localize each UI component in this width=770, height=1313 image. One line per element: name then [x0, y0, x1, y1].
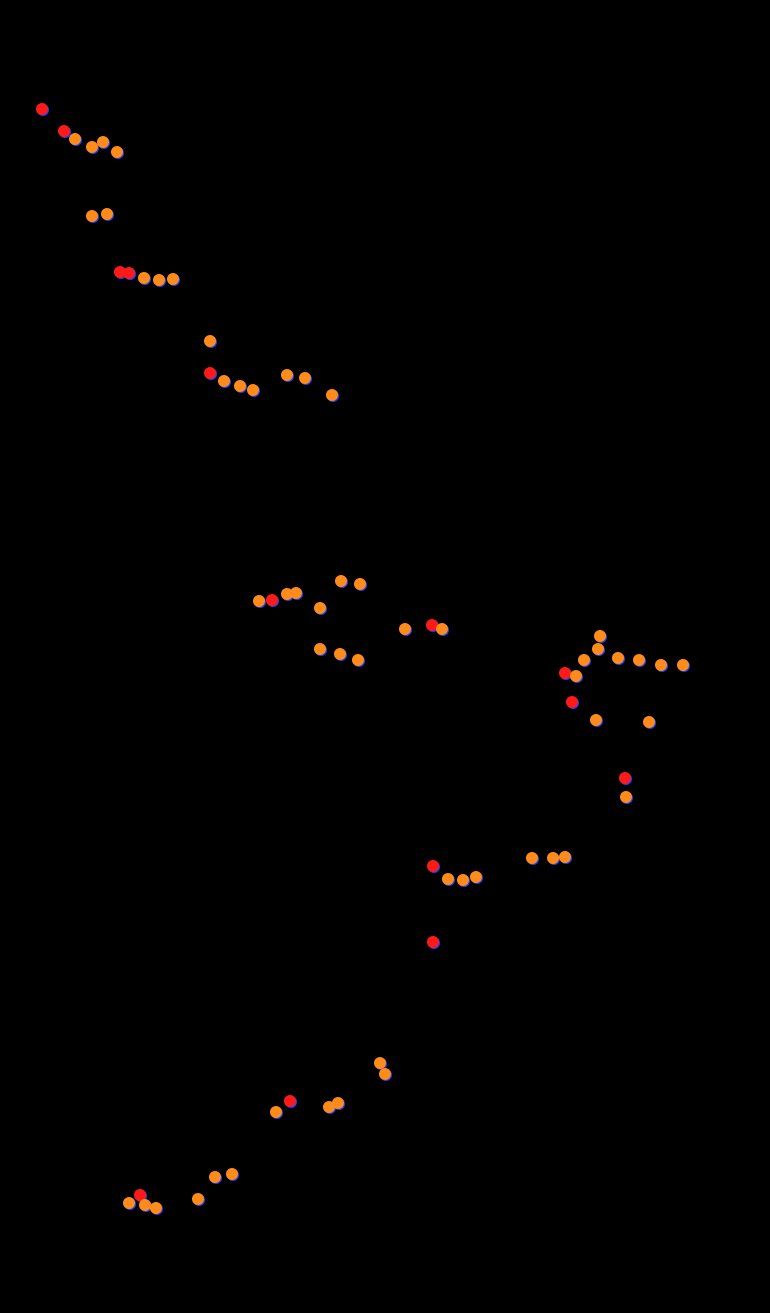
scatter-point — [427, 936, 439, 948]
scatter-point — [270, 1106, 282, 1118]
scatter-point — [247, 384, 259, 396]
scatter-point — [209, 1171, 221, 1183]
scatter-point — [314, 602, 326, 614]
scatter-point — [399, 623, 411, 635]
scatter-point — [354, 578, 366, 590]
scatter-point — [570, 670, 582, 682]
scatter-point — [633, 654, 645, 666]
scatter-point — [111, 146, 123, 158]
scatter-point — [334, 648, 346, 660]
scatter-point — [226, 1168, 238, 1180]
scatter-point — [620, 791, 632, 803]
scatter-point — [592, 643, 604, 655]
scatter-point — [677, 659, 689, 671]
scatter-point — [566, 696, 578, 708]
scatter-point — [204, 367, 216, 379]
scatter-point — [101, 208, 113, 220]
scatter-point — [69, 133, 81, 145]
scatter-point — [352, 654, 364, 666]
scatter-point — [436, 623, 448, 635]
scatter-point — [643, 716, 655, 728]
scatter-point — [326, 389, 338, 401]
scatter-point — [314, 643, 326, 655]
scatter-point — [153, 274, 165, 286]
scatter-point — [619, 772, 631, 784]
scatter-point — [335, 575, 347, 587]
scatter-point — [457, 874, 469, 886]
scatter-point — [86, 210, 98, 222]
scatter-chart — [0, 0, 770, 1313]
scatter-point — [123, 1197, 135, 1209]
scatter-point — [123, 267, 135, 279]
scatter-point — [612, 652, 624, 664]
scatter-point — [299, 372, 311, 384]
scatter-point — [284, 1095, 296, 1107]
scatter-point — [36, 103, 48, 115]
scatter-point — [167, 273, 179, 285]
scatter-point — [266, 594, 278, 606]
scatter-point — [332, 1097, 344, 1109]
scatter-point — [138, 272, 150, 284]
scatter-point — [379, 1068, 391, 1080]
scatter-point — [590, 714, 602, 726]
scatter-point — [281, 369, 293, 381]
scatter-point — [655, 659, 667, 671]
scatter-point — [442, 873, 454, 885]
scatter-point — [58, 125, 70, 137]
scatter-point — [578, 654, 590, 666]
scatter-point — [218, 375, 230, 387]
scatter-point — [559, 851, 571, 863]
scatter-point — [97, 136, 109, 148]
scatter-point — [547, 852, 559, 864]
scatter-point — [526, 852, 538, 864]
scatter-point — [204, 335, 216, 347]
scatter-point — [253, 595, 265, 607]
scatter-point — [470, 871, 482, 883]
scatter-point — [234, 380, 246, 392]
scatter-point — [594, 630, 606, 642]
scatter-point — [427, 860, 439, 872]
scatter-point — [192, 1193, 204, 1205]
scatter-point — [290, 587, 302, 599]
scatter-point — [150, 1202, 162, 1214]
